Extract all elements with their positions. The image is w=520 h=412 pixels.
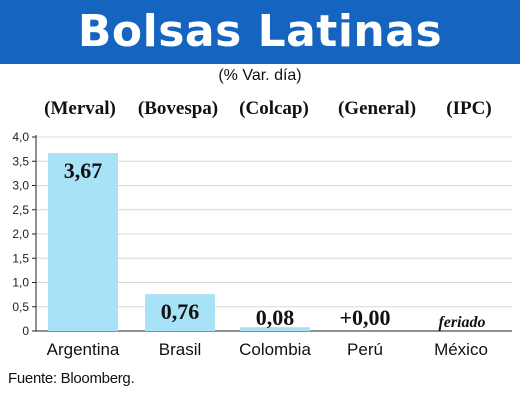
y-tick-label: 4,0	[12, 130, 29, 144]
data-label: 0,76	[161, 299, 200, 324]
y-tick-label: 3,5	[12, 154, 29, 168]
y-tick-label: 2,0	[12, 227, 29, 241]
bar-argentina	[48, 153, 118, 331]
y-tick-label: 2,5	[12, 203, 29, 217]
source-note: Fuente: Bloomberg.	[8, 370, 135, 387]
chart-title: Bolsas Latinas	[77, 6, 443, 57]
x-tick-label: Argentina	[47, 340, 120, 359]
x-tick-label: Colombia	[239, 340, 311, 359]
chart-subtitle: (% Var. día)	[218, 67, 302, 84]
index-label-general: (General)	[337, 98, 417, 119]
index-label-ipc: (IPC)	[446, 98, 492, 119]
x-tick-label: Perú	[347, 340, 383, 359]
index-label-bovespa: (Bovespa)	[137, 98, 219, 119]
title-banner	[0, 0, 520, 64]
y-tick-label: 0,5	[12, 300, 29, 314]
y-tick-label: 0	[22, 324, 29, 338]
y-tick-label: 1,0	[12, 276, 29, 290]
x-tick-label: Brasil	[159, 340, 202, 359]
data-label: feriado	[438, 314, 485, 331]
data-label: +0,00	[339, 305, 390, 330]
bar-brasil	[145, 294, 215, 331]
data-label: 0,08	[256, 305, 295, 330]
bar-colombia	[240, 327, 310, 331]
x-tick-label: México	[434, 340, 488, 359]
y-tick-label: 3,0	[12, 179, 29, 193]
index-label-merval: (Merval)	[44, 98, 116, 119]
data-label: 3,67	[64, 158, 103, 183]
y-tick-label: 1,5	[12, 251, 29, 265]
index-label-colcap: (Colcap)	[239, 98, 309, 119]
